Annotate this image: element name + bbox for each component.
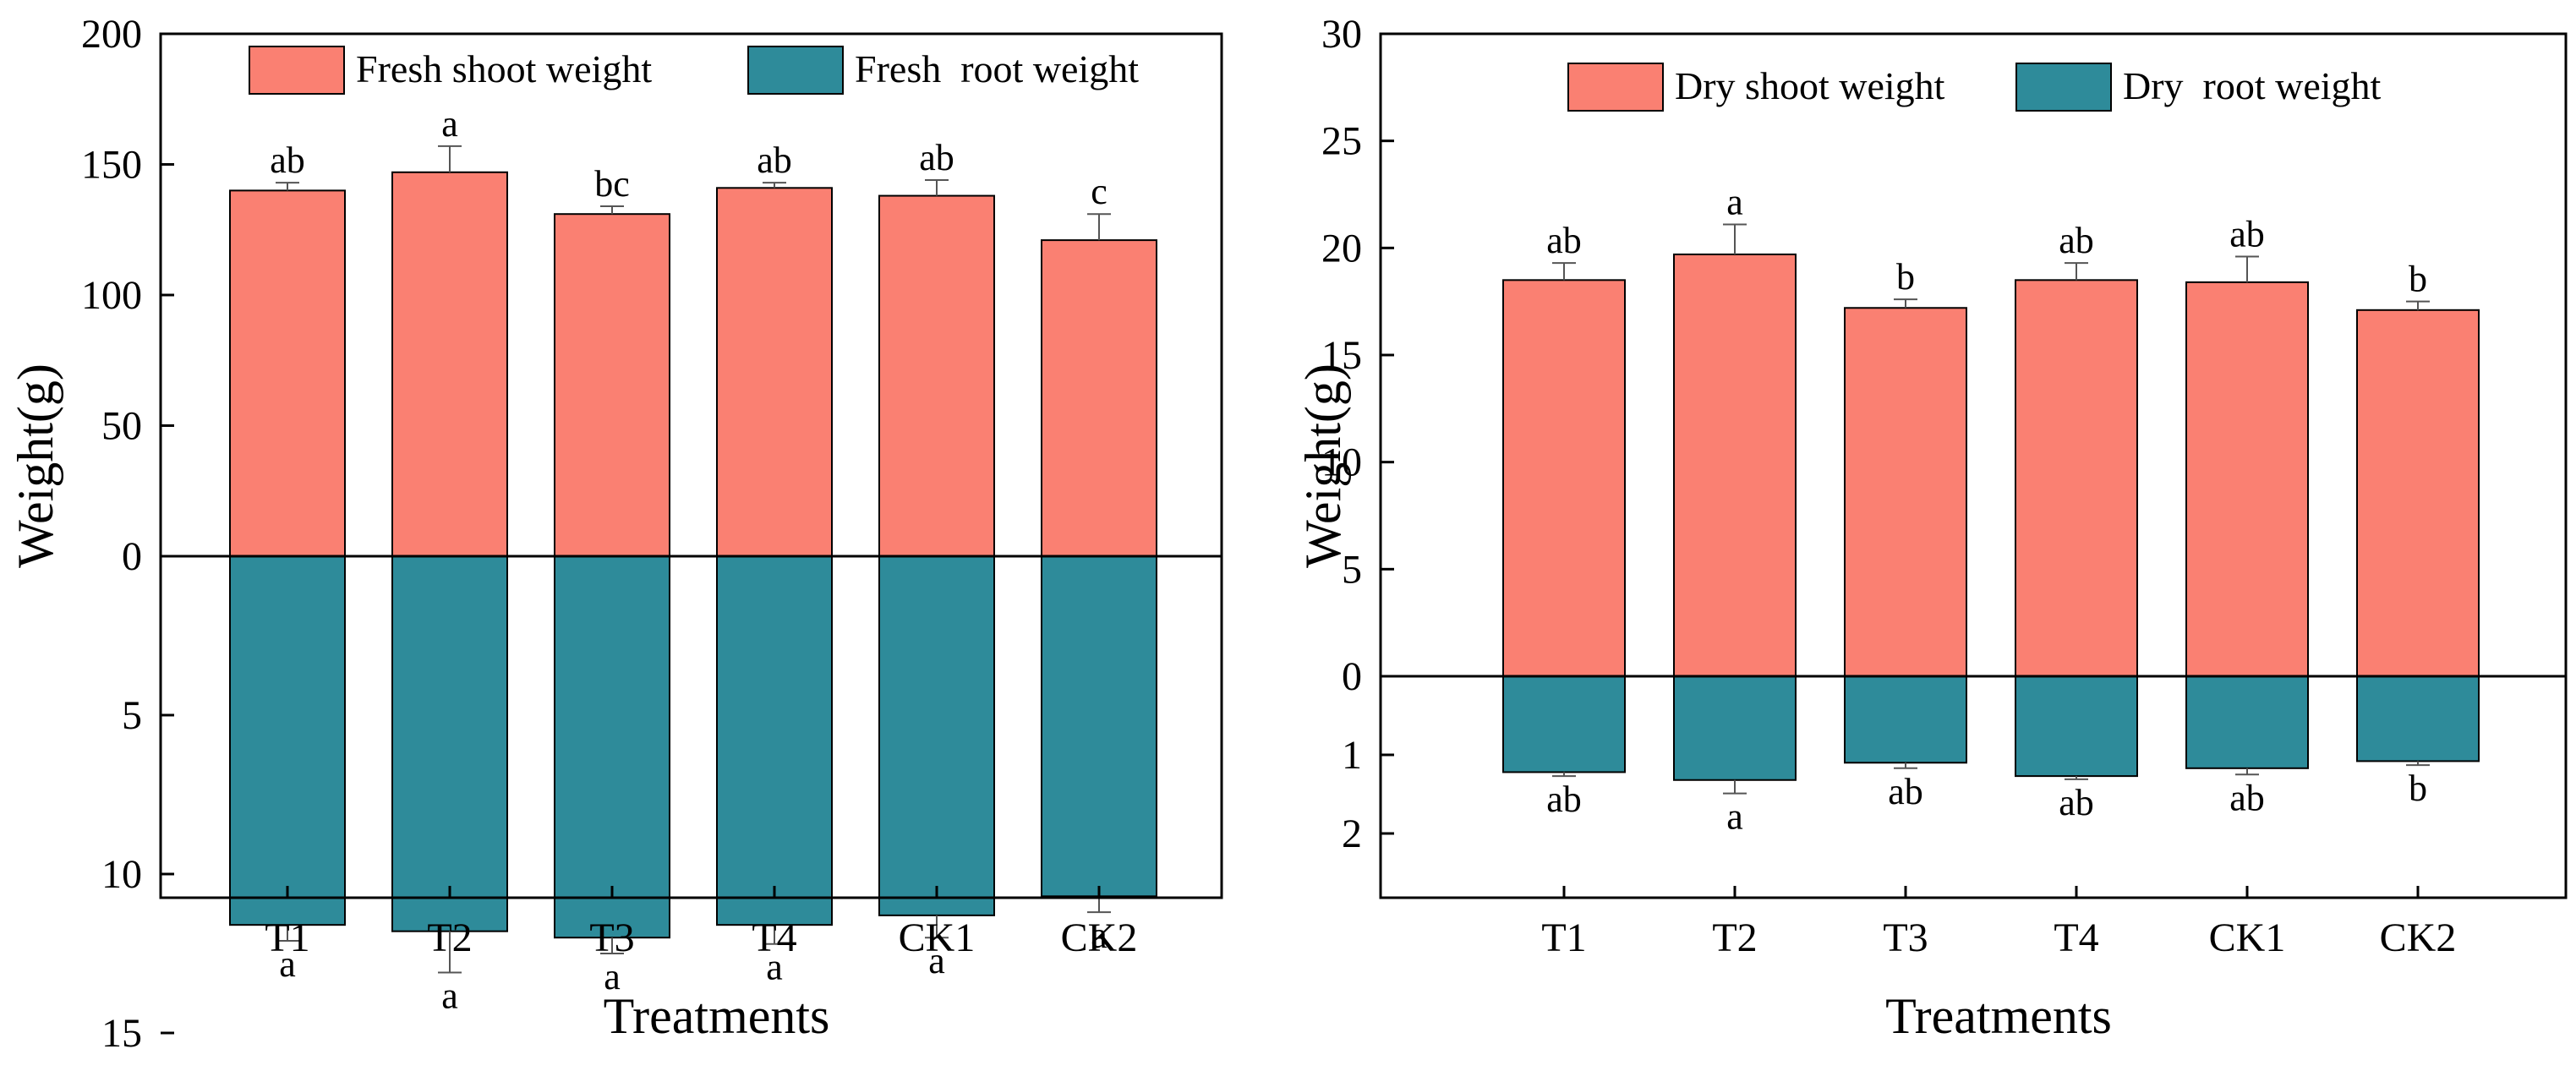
bar-dry-shoot-weight-T1 <box>1502 279 1626 677</box>
bar-dry-root-weight-T4 <box>2015 675 2138 778</box>
legend-label: Dry root weight <box>2123 64 2382 107</box>
bar-fresh-shoot-weight-T3 <box>554 213 670 558</box>
bar-fresh-root-weight-T1 <box>229 555 346 926</box>
y-tick-label: 10 <box>1321 440 1362 485</box>
bar-dry-root-weight-CK2 <box>2356 675 2480 762</box>
bar-dry-shoot-weight-CK1 <box>2185 281 2309 677</box>
chart-panel-1: abaT1aaT2bcaT3abaT4abaCK1caCK20501001502… <box>8 12 1223 1056</box>
x-tick-label: CK2 <box>1061 915 1138 960</box>
bar-fresh-shoot-weight-T4 <box>716 187 833 557</box>
x-tick-label: CK2 <box>2380 915 2457 960</box>
y-tick-label: 200 <box>81 12 142 57</box>
bar-dry-root-weight-T2 <box>1673 675 1797 781</box>
significance-letter: ab <box>1888 771 1923 812</box>
y-tick-label: 100 <box>81 273 142 318</box>
bar-dry-root-weight-T3 <box>1844 675 1967 764</box>
x-tick-label: T1 <box>1541 915 1586 960</box>
significance-letter: a <box>441 975 458 1017</box>
y-tick-label: 15 <box>1321 333 1362 378</box>
y-tick-label: 150 <box>81 143 142 188</box>
legend-swatch <box>249 46 345 95</box>
bar-fresh-shoot-weight-T1 <box>229 189 346 557</box>
significance-letter: a <box>1091 915 1108 956</box>
x-tick-label: CK1 <box>2209 915 2286 960</box>
y-tick-label: 25 <box>1321 119 1362 164</box>
significance-letter: ab <box>1546 220 1582 261</box>
legend-swatch <box>1567 63 1664 112</box>
significance-letter: ab <box>2059 782 2094 823</box>
y-tick-label: 5 <box>122 693 142 738</box>
y-tick-label: 5 <box>1342 547 1362 592</box>
bar-fresh-root-weight-T2 <box>391 555 508 932</box>
significance-letter: ab <box>2229 213 2265 254</box>
significance-letter: ab <box>2059 220 2094 261</box>
significance-letter: a <box>1726 796 1743 838</box>
bar-fresh-shoot-weight-CK2 <box>1041 239 1157 557</box>
significance-letter: ab <box>270 139 305 181</box>
x-tick-label: T3 <box>589 915 634 960</box>
x-tick-label: T4 <box>2054 915 2098 960</box>
y-tick-label: 30 <box>1321 12 1362 57</box>
significance-letter: b <box>1896 256 1915 298</box>
y-tick-label: 15 <box>101 1011 142 1056</box>
bar-dry-shoot-weight-CK2 <box>2356 309 2480 677</box>
legend-label: Fresh shoot weight <box>356 47 652 90</box>
significance-letter: c <box>1091 171 1108 212</box>
bar-dry-shoot-weight-T2 <box>1673 253 1797 677</box>
significance-letter: ab <box>2229 777 2265 818</box>
plot-frame <box>159 32 1223 899</box>
legend-label: Fresh root weight <box>855 47 1139 90</box>
bar-dry-shoot-weight-T3 <box>1844 307 1967 677</box>
y-tick-label: 2 <box>1342 811 1362 856</box>
legend: Dry shoot weight Dry root weight <box>1567 63 2382 112</box>
x-tick-label: T4 <box>752 915 796 960</box>
plot-frame <box>1379 32 2568 899</box>
legend: Fresh shoot weight Fresh root weight <box>249 46 1139 95</box>
bar-dry-shoot-weight-T4 <box>2015 279 2138 677</box>
bar-fresh-shoot-weight-CK1 <box>878 194 995 558</box>
significance-letter: b <box>2409 768 2427 809</box>
legend-swatch <box>2015 63 2112 112</box>
significance-letter: a <box>441 103 458 145</box>
bar-fresh-root-weight-T3 <box>554 555 670 939</box>
x-axis-title: Treatments <box>604 988 830 1044</box>
x-tick-label: CK1 <box>899 915 976 960</box>
y-axis-title: Weight(g) <box>1295 363 1351 568</box>
y-tick-label: 20 <box>1321 226 1362 270</box>
y-tick-label: 0 <box>122 534 142 579</box>
bar-fresh-root-weight-CK2 <box>1041 555 1157 898</box>
x-tick-label: T3 <box>1883 915 1928 960</box>
bar-fresh-root-weight-T4 <box>716 555 833 926</box>
bar-dry-root-weight-T1 <box>1502 675 1626 773</box>
y-tick-label: 50 <box>101 404 142 449</box>
bar-dry-root-weight-CK1 <box>2185 675 2309 769</box>
significance-letter: ab <box>919 137 954 178</box>
chart-panel-2: ab ab T1 a a T2 b ab T3 ab ab T4 ab ab CK1 b b CK2 0 5 10 15 2… <box>1295 12 2568 1044</box>
legend-swatch <box>747 46 844 95</box>
significance-letter: a <box>279 943 296 985</box>
significance-letter: ab <box>757 139 792 181</box>
bar-fresh-root-weight-CK1 <box>878 555 995 916</box>
y-tick-label: 1 <box>1342 733 1362 778</box>
y-tick-label: 0 <box>1342 654 1362 699</box>
y-axis-title: Weight(g) <box>8 363 63 568</box>
significance-letter: a <box>766 947 783 988</box>
bar-fresh-shoot-weight-T2 <box>391 171 508 558</box>
legend-label: Dry shoot weight <box>1675 64 1945 107</box>
x-axis-title: Treatments <box>1885 988 2112 1044</box>
significance-letter: a <box>1726 181 1743 222</box>
significance-letter: a <box>604 956 621 997</box>
x-tick-label: T2 <box>1712 915 1757 960</box>
significance-letter: bc <box>594 163 630 205</box>
significance-letter: b <box>2409 259 2427 300</box>
significance-letter: ab <box>1546 779 1582 820</box>
y-tick-label: 10 <box>101 852 142 897</box>
x-tick-label: T2 <box>427 915 472 960</box>
significance-letter: a <box>928 940 945 981</box>
x-tick-label: T1 <box>265 915 309 960</box>
